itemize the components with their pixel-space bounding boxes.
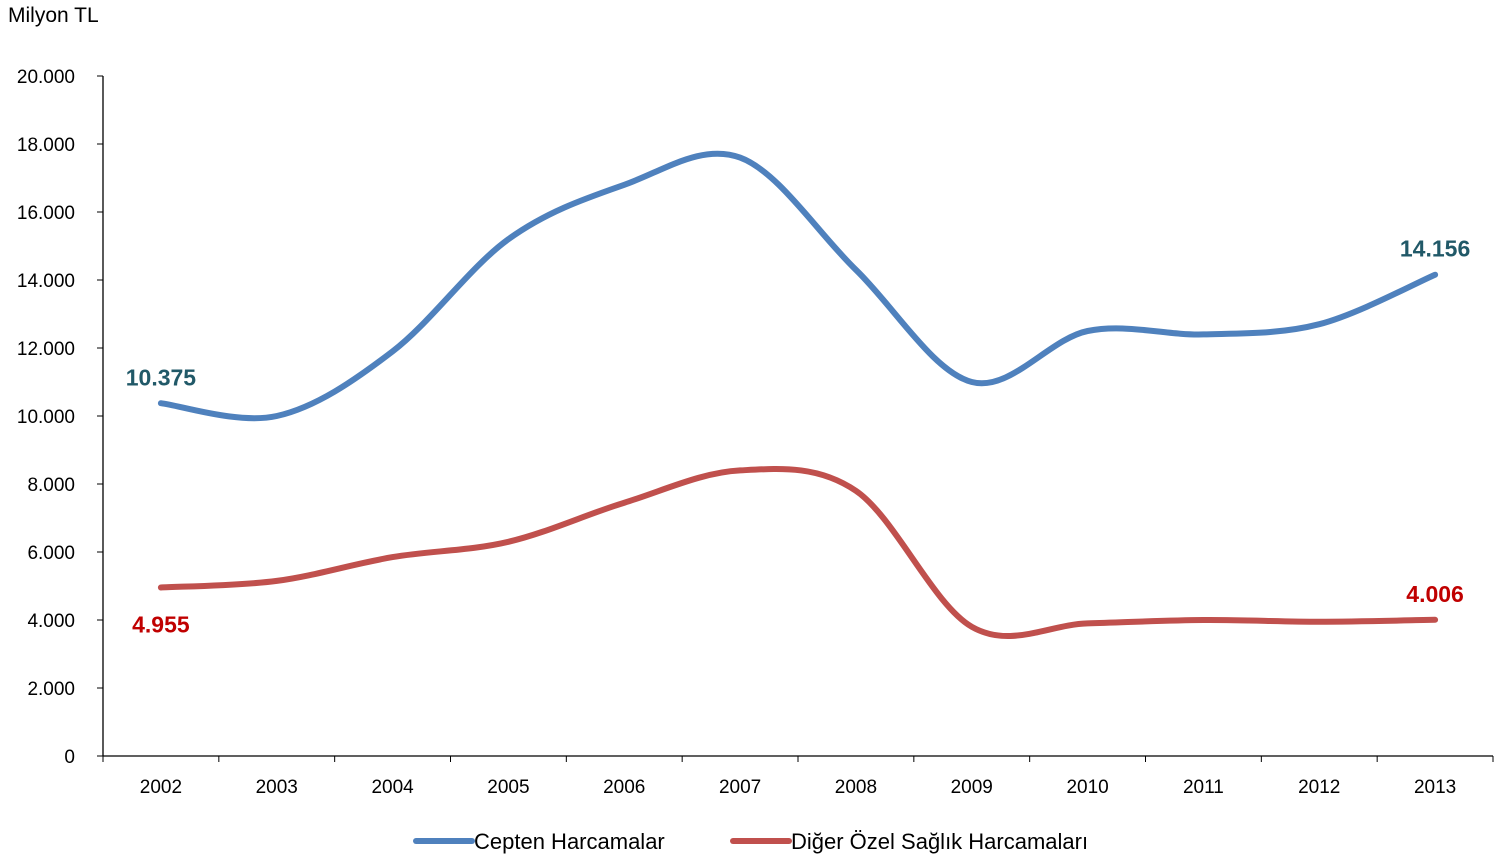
x-axis: 2002 2003 2004 2005 2006 2007 2008 2009 2010 2011… — [102, 755, 1494, 798]
legend-item: Diğer Özel Sağlık Harcamaları — [730, 829, 1088, 854]
x-tick-label: 2003 — [256, 777, 298, 798]
y-tick-label: 16.000 — [17, 203, 75, 224]
legend-item: Cepten Harcamalar — [413, 829, 665, 854]
x-tick-label: 2007 — [719, 777, 761, 798]
series-line-2 — [157, 466, 1439, 639]
x-tick-label: 2002 — [140, 777, 182, 798]
y-tick-label: 14.000 — [17, 271, 75, 292]
data-labels: 10.375 14.156 4.955 4.006 — [126, 236, 1471, 638]
y-tick-label: 10.000 — [17, 407, 75, 428]
data-label: 14.156 — [1400, 236, 1470, 262]
x-tick-label: 2013 — [1414, 777, 1456, 798]
legend-label: Diğer Özel Sağlık Harcamaları — [791, 829, 1088, 854]
y-tick-label: 12.000 — [17, 339, 75, 360]
x-tick-label: 2010 — [1066, 777, 1108, 798]
data-label: 10.375 — [126, 364, 197, 390]
y-tick-label: 18.000 — [17, 135, 75, 156]
legend-label: Cepten Harcamalar — [474, 829, 665, 854]
y-tick-label: 20.000 — [17, 67, 75, 88]
unit-label: Milyon TL — [8, 4, 99, 27]
y-tick-label: 6.000 — [27, 543, 75, 564]
data-label: 4.955 — [132, 612, 190, 638]
x-tick-label: 2011 — [1183, 777, 1224, 798]
y-axis: 0 2.000 4.000 6.000 8.000 10.000 12.000 14.000 1… — [17, 67, 104, 768]
x-tick-label: 2004 — [371, 777, 414, 798]
y-tick-label: 8.000 — [27, 475, 75, 496]
y-tick-label: 4.000 — [27, 611, 75, 632]
x-tick-label: 2009 — [951, 777, 993, 798]
x-tick-label: 2005 — [487, 777, 529, 798]
series-lines — [157, 150, 1439, 639]
legend: Cepten Harcamalar Diğer Özel Sağlık Harca… — [413, 829, 1088, 854]
series-line-1 — [157, 150, 1439, 422]
x-tick-label: 2006 — [603, 777, 645, 798]
y-tick-label: 2.000 — [27, 679, 75, 700]
x-tick-label: 2008 — [835, 777, 877, 798]
y-tick-label: 0 — [64, 747, 75, 768]
data-label: 4.006 — [1406, 581, 1464, 607]
x-tick-label: 2012 — [1298, 777, 1340, 798]
